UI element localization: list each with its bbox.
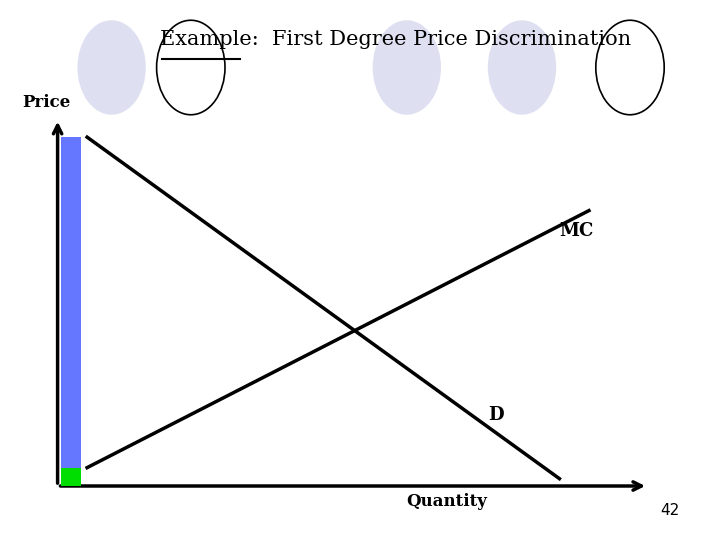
Text: Example:  First Degree Price Discrimination: Example: First Degree Price Discriminati…	[161, 30, 631, 49]
Text: D: D	[489, 406, 504, 424]
Text: Price: Price	[22, 94, 71, 111]
Text: Quantity: Quantity	[406, 494, 487, 510]
Text: Example:: Example:	[0, 539, 1, 540]
Bar	[60, 468, 81, 486]
Text: 42: 42	[660, 503, 679, 518]
Text: MC: MC	[559, 222, 594, 240]
Bar	[60, 137, 81, 468]
